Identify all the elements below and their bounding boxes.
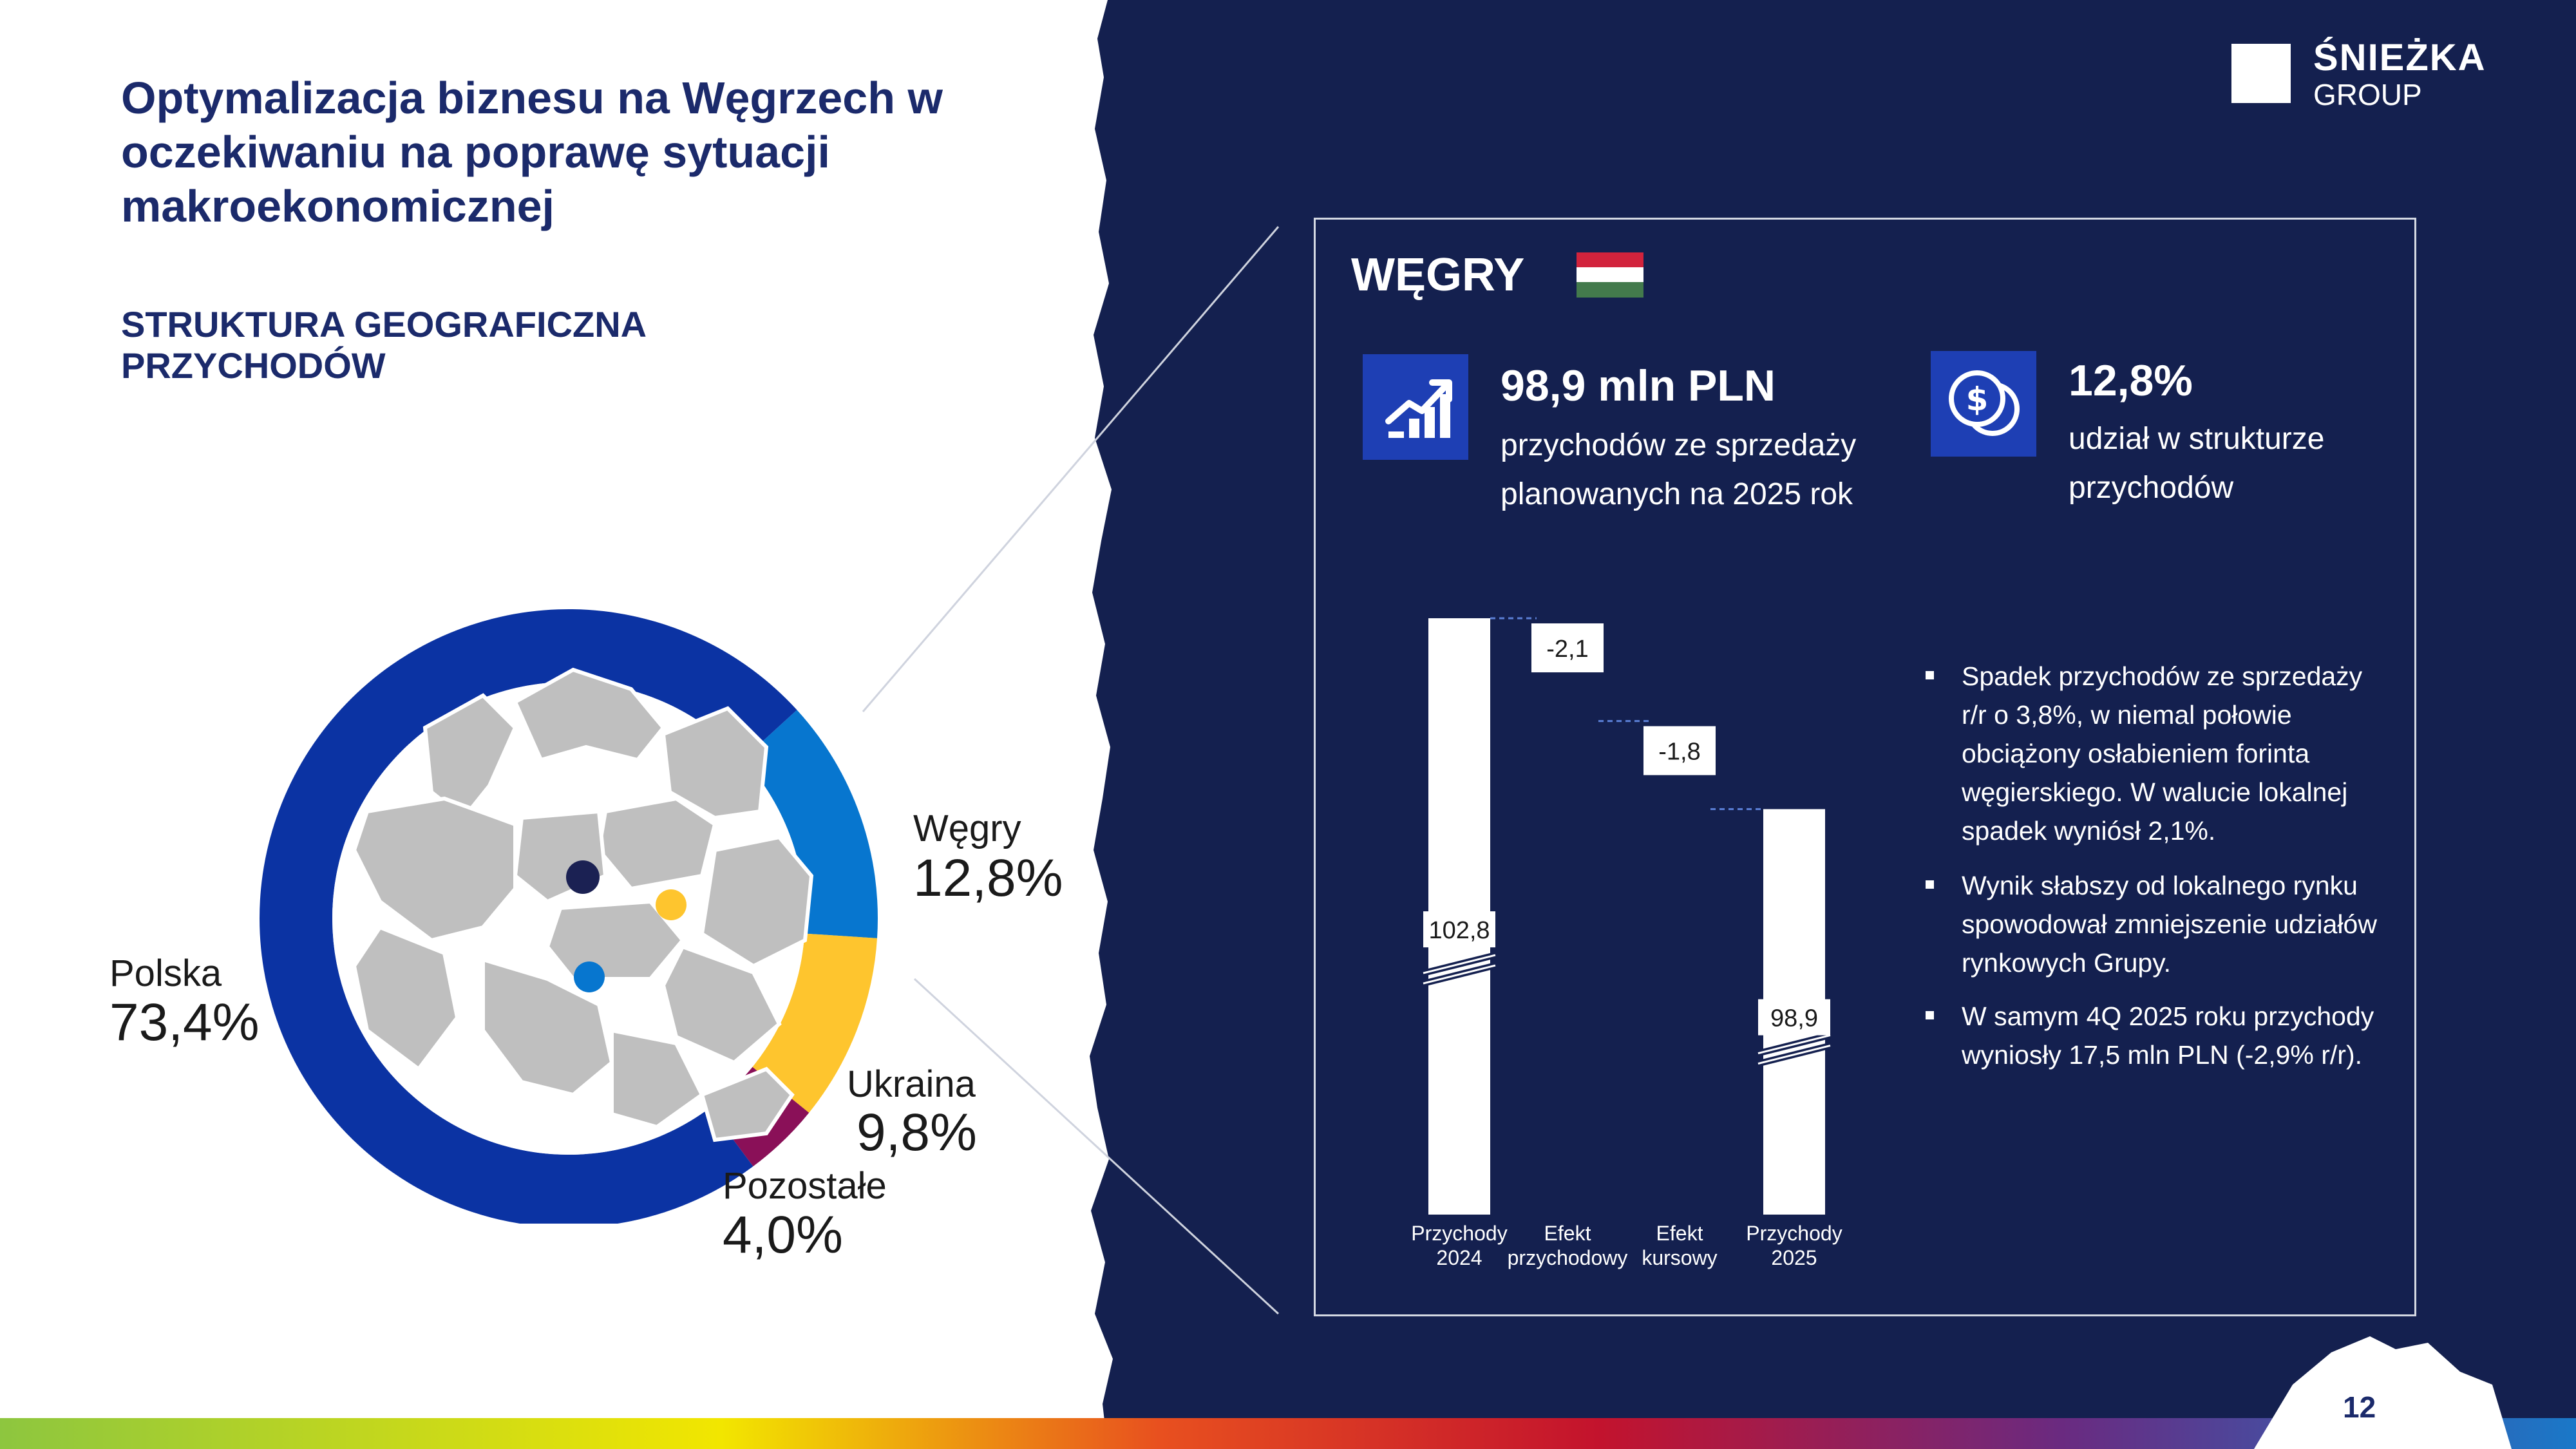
logo-group: GROUP bbox=[2313, 78, 2422, 111]
kpi-revenue-desc: przychodów ze sprzedaży planowanych na 2… bbox=[1501, 428, 1857, 511]
data-label: -1,8 bbox=[1658, 739, 1700, 766]
label-pozostale-value: 4,0% bbox=[723, 1206, 843, 1264]
bullet-2: Wynik słabszy od lokalnego rynku spowodo… bbox=[1926, 866, 2389, 982]
hungary-marker bbox=[574, 961, 605, 992]
data-label-bg bbox=[1423, 911, 1495, 948]
data-label: 98,9 bbox=[1770, 1005, 1818, 1032]
waterfall-bar-efekt-kursowy bbox=[1643, 726, 1716, 775]
label-ukraina-name: Ukraina bbox=[847, 1063, 976, 1105]
kpi-share-icon-box: $ bbox=[1931, 351, 2036, 457]
bottom-color-stripe bbox=[0, 1418, 2576, 1449]
axis-break-line bbox=[1757, 1034, 1831, 1065]
category-label: Przychody 2024 bbox=[1411, 1222, 1507, 1269]
label-polska-value: 73,4% bbox=[109, 993, 260, 1052]
label-polska-name: Polska bbox=[109, 952, 222, 994]
poland-marker bbox=[566, 860, 600, 894]
bullet-marker bbox=[1926, 1011, 1934, 1019]
revenue-donut-chart bbox=[260, 609, 878, 1224]
bullet-text: Spadek przychodów ze sprzedaży r/r o 3,8… bbox=[1962, 661, 2363, 846]
label-wegry-name: Węgry bbox=[913, 808, 1021, 849]
svg-text:$: $ bbox=[1966, 381, 1989, 418]
axis-break-line bbox=[1423, 954, 1496, 985]
bullet-1: Spadek przychodów ze sprzedaży r/r o 3,8… bbox=[1926, 657, 2389, 850]
category-label: Efekt kursowy bbox=[1642, 1222, 1717, 1269]
category-label: Efekt przychodowy bbox=[1508, 1222, 1628, 1269]
slice-ukraina bbox=[752, 933, 878, 1113]
category-label: Przychody 2025 bbox=[1746, 1222, 1842, 1269]
logo-mark bbox=[2231, 44, 2291, 103]
bullet-text: W samym 4Q 2025 roku przychody wyniosły … bbox=[1962, 1001, 2374, 1070]
bullet-3: W samym 4Q 2025 roku przychody wyniosły … bbox=[1926, 997, 2389, 1074]
label-pozostale-name: Pozostałe bbox=[723, 1165, 887, 1207]
kpi-revenue-icon-box bbox=[1363, 354, 1468, 460]
europe-map-icon bbox=[352, 667, 814, 1142]
data-label: -2,1 bbox=[1546, 636, 1588, 663]
data-label: 102,8 bbox=[1428, 917, 1490, 944]
panel-title: WĘGRY bbox=[1351, 249, 1525, 301]
growth-chart-icon bbox=[1385, 379, 1452, 438]
data-label-bg bbox=[1758, 999, 1830, 1036]
label-wegry-value: 12,8% bbox=[913, 849, 1063, 907]
bullet-marker bbox=[1926, 671, 1934, 679]
kpi-share-desc: udział w strukturze przychodów bbox=[2069, 422, 2325, 505]
bullet-text: Wynik słabszy od lokalnego rynku spowodo… bbox=[1962, 871, 2377, 978]
kpi-share-value: 12,8% bbox=[2069, 356, 2193, 405]
page-number-tab bbox=[2254, 1336, 2512, 1449]
slide-title: Optymalizacja biznesu na Węgrzech w ocze… bbox=[121, 73, 943, 231]
waterfall-bar-efekt-przychodowy bbox=[1531, 623, 1604, 672]
hungary-panel bbox=[1314, 218, 2416, 1316]
kpi-revenue-value: 98,9 mln PLN bbox=[1501, 361, 1776, 410]
chart-subtitle: STRUKTURA GEOGRAFICZNA PRZYCHODÓW bbox=[121, 304, 646, 386]
logo-name: ŚNIEŻKA bbox=[2313, 37, 2486, 79]
bullet-marker bbox=[1926, 880, 1934, 889]
page-number: 12 bbox=[2343, 1390, 2376, 1424]
ukraine-marker bbox=[656, 889, 687, 920]
label-ukraina-value: 9,8% bbox=[857, 1103, 977, 1162]
coins-icon: $ bbox=[1949, 370, 2020, 436]
hungary-flag-icon bbox=[1577, 252, 1643, 298]
slice-wegry bbox=[743, 710, 878, 938]
slice-polska bbox=[260, 609, 797, 1224]
